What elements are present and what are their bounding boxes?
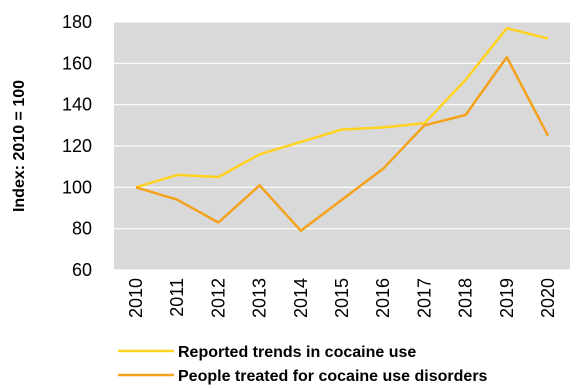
y-tick-label: 60: [72, 260, 92, 280]
x-tick-label: 2011: [167, 278, 187, 317]
y-tick-label: 120: [62, 136, 92, 156]
x-tick-label: 2016: [373, 278, 393, 318]
series-line-1: [135, 26, 549, 189]
x-tick-label: 2012: [208, 278, 228, 318]
series-line-2: [135, 55, 550, 232]
x-tick-label: 2017: [414, 278, 434, 318]
y-tick-label: 180: [62, 12, 92, 32]
x-tick-label: 2013: [250, 278, 270, 318]
x-tick-label: 2015: [332, 278, 352, 318]
legend: Reported trends in cocaine use People tre…: [118, 344, 488, 385]
x-tick-label: 2020: [538, 278, 558, 318]
y-tick-label: 140: [62, 95, 92, 115]
legend-label-1: Reported trends in cocaine use: [178, 344, 416, 361]
x-tick-label: 2019: [497, 278, 517, 318]
x-tick-label: 2010: [126, 278, 146, 318]
x-tick-labels: 2010 2011 2012 2013 2014 2015 2016 2017 2018 2019…: [126, 278, 558, 318]
series-lines: [135, 26, 550, 232]
y-tick-label: 80: [72, 219, 92, 239]
y-tick-label: 100: [62, 177, 92, 197]
x-tick-label: 2014: [291, 278, 311, 318]
legend-label-2: People treated for cocaine use disorders: [178, 368, 488, 385]
y-tick-label: 160: [62, 53, 92, 73]
x-tick-label: 2018: [456, 278, 476, 318]
y-tick-labels: 60 80 100 120 140 160 180: [62, 12, 92, 280]
y-axis-label: Index: 2010 = 100: [11, 80, 28, 212]
gridlines: [114, 21, 570, 271]
